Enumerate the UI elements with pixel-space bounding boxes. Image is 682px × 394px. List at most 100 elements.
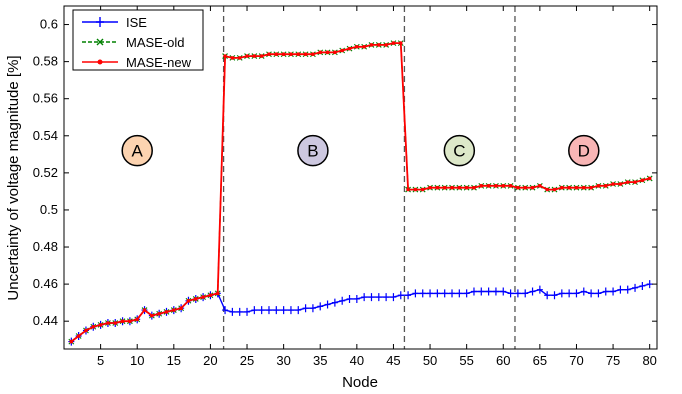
point-mase-new [355, 44, 359, 49]
x-tick-label-50: 50 [423, 353, 437, 368]
point-mase-new [618, 182, 623, 186]
point-mase-new [69, 339, 74, 344]
point-ise [368, 293, 375, 302]
point-mase-new [574, 185, 579, 190]
point-mase-new [296, 52, 301, 57]
y-tick-label-1: 0.46 [33, 276, 58, 291]
point-mase-new [135, 317, 140, 322]
x-tick-label-20: 20 [203, 353, 217, 368]
point-ise [258, 306, 265, 315]
y-tick-label-3: 0.5 [40, 202, 58, 217]
point-mase-new [281, 52, 286, 57]
point-mase-new [76, 334, 81, 338]
point-mase-new [172, 308, 176, 312]
point-ise [449, 289, 456, 298]
legend-item-ise: ISE [82, 15, 147, 30]
point-mase-new [523, 185, 528, 190]
legend-item-mase-new: MASE-new [82, 55, 192, 70]
x-tick-label-10: 10 [130, 353, 144, 368]
point-ise [273, 306, 280, 315]
point-mase-new [252, 54, 257, 58]
region-dividers [222, 6, 516, 349]
region-labels: A B C D [121, 134, 600, 167]
y-tick-label-8: 0.6 [40, 17, 58, 32]
region-label-b: B [307, 142, 318, 161]
point-mase-new [560, 185, 564, 190]
point-ise [222, 306, 229, 315]
point-mase-new [237, 56, 242, 60]
x-tick-label-60: 60 [496, 353, 510, 368]
point-ise [456, 289, 463, 298]
region-circle-a [121, 134, 153, 167]
point-ise [646, 280, 653, 289]
point-mase-new [640, 178, 645, 183]
region-a: A [121, 134, 153, 167]
legend-item-mase-old: MASE-old [82, 35, 185, 50]
point-mase-new [113, 321, 118, 325]
series-markers-mase-new [69, 41, 652, 344]
point-mase-new [208, 293, 213, 298]
point-mase-new [215, 291, 220, 296]
point-ise [383, 293, 390, 302]
point-ise [236, 307, 243, 316]
point-mase-new [530, 185, 535, 190]
point-mase-new [267, 52, 271, 57]
point-mase-new [369, 43, 374, 47]
point-mase-new [142, 308, 147, 312]
point-mase-new [625, 180, 630, 184]
series-group [68, 40, 653, 346]
legend-box [72, 9, 204, 71]
x-tick-label-55: 55 [459, 353, 473, 368]
x-tick-label-15: 15 [167, 353, 181, 368]
point-mase-new [193, 297, 198, 301]
point-ise [346, 294, 353, 303]
point-ise [566, 289, 573, 298]
point-mase-new [223, 54, 227, 58]
point-mase-new [486, 184, 491, 188]
point-ise [588, 289, 595, 298]
point-mase-new [150, 313, 154, 318]
point-ise [595, 289, 602, 298]
point-mase-new [128, 319, 132, 323]
point-ise [492, 287, 499, 296]
y-tick-label-5: 0.54 [33, 128, 58, 143]
point-mase-new [633, 180, 637, 184]
point-mase-new [567, 185, 571, 190]
point-mase-new [245, 54, 249, 58]
point-ise [361, 293, 368, 302]
point-ise [390, 293, 397, 302]
legend-marker-mase-old [96, 38, 104, 46]
point-mase-new [589, 185, 593, 190]
x-tick-label-45: 45 [386, 353, 400, 368]
x-tick-label-40: 40 [350, 353, 364, 368]
point-mase-new [274, 52, 279, 57]
legend-label-mase-old: MASE-old [126, 35, 185, 50]
point-mase-new [91, 324, 96, 329]
point-mase-new [157, 311, 161, 316]
point-mase-new [552, 187, 557, 192]
point-ise [339, 296, 346, 305]
point-mase-new [428, 185, 432, 190]
point-ise [624, 285, 631, 294]
point-mase-new [413, 187, 418, 192]
point-ise [558, 289, 565, 298]
legend-label-mase-new: MASE-new [126, 55, 192, 70]
point-ise [507, 289, 514, 298]
point-ise [610, 287, 617, 296]
point-mase-new [435, 185, 440, 190]
point-mase-new [472, 185, 476, 190]
point-ise [580, 287, 587, 296]
x-tick-label-5: 5 [97, 353, 104, 368]
point-ise [478, 287, 485, 296]
region-c: C [443, 134, 476, 167]
y-tick-label-2: 0.48 [33, 239, 58, 254]
point-mase-new [508, 184, 513, 188]
point-mase-new [538, 184, 542, 188]
point-mase-new [516, 185, 520, 190]
point-mase-new [98, 323, 103, 327]
y-axis-label: Uncertainty of voltage magnitude [%] [5, 55, 22, 300]
point-ise [632, 283, 639, 292]
point-mase-new [406, 187, 410, 192]
region-d: D [568, 134, 600, 167]
point-mase-new [259, 54, 264, 58]
